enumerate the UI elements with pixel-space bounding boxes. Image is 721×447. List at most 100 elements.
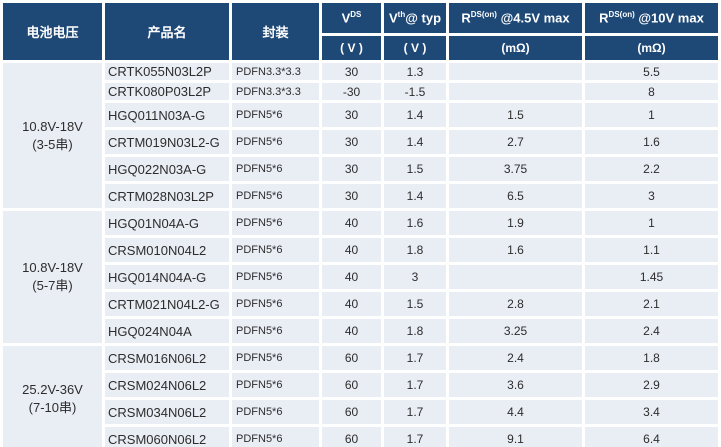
product-cell: CRTM028N03L2P	[105, 184, 229, 208]
table-row: HGQ022N03A-G PDFN5*6 30 1.5 3.75 2.2	[3, 157, 718, 181]
package-cell: PDFN5*6	[232, 346, 319, 370]
rds-4v5-cell: 2.7	[449, 130, 582, 154]
product-cell: HGQ014N04A-G	[105, 265, 229, 289]
header-vth-rest: @ typ	[405, 10, 442, 26]
rds-10v-cell: 6.4	[585, 427, 718, 447]
product-cell: CRSM060N06L2	[105, 427, 229, 447]
group-voltage-label: 10.8V-18V	[22, 260, 83, 276]
vds-cell: 40	[322, 319, 381, 343]
vds-cell: -30	[322, 83, 381, 100]
header-package: 封装	[232, 3, 319, 60]
package-cell: PDFN5*6	[232, 211, 319, 235]
rds-10v-cell: 1.45	[585, 265, 718, 289]
vds-cell: 30	[322, 103, 381, 127]
table-row: CRSM034N06L2 PDFN5*6 60 1.7 4.4 3.4	[3, 400, 718, 424]
table-header: 电池电压 产品名 封装 VDS Vth@ typ RDS(on) @4.5V m…	[3, 3, 718, 60]
package-cell: PDFN5*6	[232, 292, 319, 316]
group-series-label: (7-10串)	[28, 399, 77, 415]
header-vth-sub: th	[397, 10, 406, 20]
product-cell: CRTK055N03L2P	[105, 63, 229, 80]
vth-cell: 1.7	[384, 373, 446, 397]
table-row: 10.8V-18V (3-5串) CRTK055N03L2P PDFN3.3*3.3 3…	[3, 63, 718, 208]
vds-cell: 40	[322, 265, 381, 289]
group-voltage-label: 10.8V-18V	[22, 118, 83, 134]
rds-10v-cell: 5.5	[585, 63, 718, 80]
vds-cell: 30	[322, 157, 381, 181]
package-cell: PDFN5*6	[232, 157, 319, 181]
vds-cell: 30	[322, 63, 381, 80]
header-vth-base: V	[388, 10, 398, 26]
package-cell: PDFN5*6	[232, 427, 319, 447]
header-rds-10v-sub: DS(on)	[608, 10, 635, 20]
rds-4v5-cell: 2.8	[449, 292, 582, 316]
header-vds-sub: DS	[350, 10, 362, 20]
rds-10v-cell: 1.6	[585, 130, 718, 154]
product-cell: HGQ011N03A-G	[105, 103, 229, 127]
vth-cell: 1.7	[384, 427, 446, 447]
package-cell: PDFN5*6	[232, 400, 319, 424]
vth-cell: -1.5	[384, 83, 446, 100]
product-cell: CRSM016N06L2	[105, 346, 229, 370]
vth-cell: 1.7	[384, 400, 446, 424]
vth-cell: 1.6	[384, 211, 446, 235]
vth-cell: 1.4	[384, 103, 446, 127]
package-cell: PDFN3.3*3.3	[232, 83, 319, 100]
vds-cell: 60	[322, 427, 381, 447]
table-row: 10.8V-18V (5-7串) HGQ01N04A-G PDFN5*6 40 1.6 1.…	[3, 211, 718, 343]
package-cell: PDFN5*6	[232, 103, 319, 127]
rds-10v-cell: 2.1	[585, 292, 718, 316]
header-row-units: ( V ) ( V ) (mΩ) (mΩ)	[3, 36, 718, 60]
header-rds-10v: RDS(on) @10V max	[585, 3, 718, 33]
group-series-label: (3-5串)	[32, 136, 73, 152]
table-row: CRTM028N03L2P PDFN5*6 30 1.4 6.5 3	[3, 184, 718, 208]
rds-10v-cell: 3.4	[585, 400, 718, 424]
vth-cell: 1.3	[384, 63, 446, 80]
rds-10v-cell: 1	[585, 211, 718, 235]
package-cell: PDFN5*6	[232, 373, 319, 397]
rds-4v5-cell: 1.6	[449, 238, 582, 262]
rds-4v5-cell: 6.5	[449, 184, 582, 208]
product-cell: CRSM034N06L2	[105, 400, 229, 424]
vth-cell: 1.8	[384, 319, 446, 343]
rds-10v-cell: 1.8	[585, 346, 718, 370]
table-row: HGQ024N04A PDFN5*6 40 1.8 3.25 2.4	[3, 319, 718, 343]
vth-cell: 1.5	[384, 157, 446, 181]
rds-10v-cell: 3	[585, 184, 718, 208]
header-rds-4v5-sub: DS(on)	[470, 10, 497, 20]
vds-cell: 30	[322, 130, 381, 154]
header-vds-base: V	[341, 10, 351, 26]
product-cell: CRSM024N06L2	[105, 373, 229, 397]
vth-cell: 1.4	[384, 130, 446, 154]
rds-4v5-cell	[449, 83, 582, 100]
table-row: CRTM019N03L2-G PDFN5*6 30 1.4 2.7 1.6	[3, 130, 718, 154]
rds-10v-cell: 2.4	[585, 319, 718, 343]
vds-cell: 60	[322, 346, 381, 370]
rds-4v5-cell: 2.4	[449, 346, 582, 370]
vds-cell: 30	[322, 184, 381, 208]
package-cell: PDFN5*6	[232, 319, 319, 343]
battery-voltage-group-cell: 10.8V-18V (5-7串)	[3, 211, 102, 343]
header-row-top: 电池电压 产品名 封装 VDS Vth@ typ RDS(on) @4.5V m…	[3, 3, 718, 60]
rds-10v-cell: 8	[585, 83, 718, 100]
vth-cell: 1.8	[384, 238, 446, 262]
table-body: 10.8V-18V (3-5串) CRTK055N03L2P PDFN3.3*3.3 3…	[3, 63, 718, 447]
package-cell: PDFN5*6	[232, 265, 319, 289]
vth-cell: 1.4	[384, 184, 446, 208]
rds-4v5-cell: 3.25	[449, 319, 582, 343]
header-vds: VDS	[322, 3, 381, 33]
vth-cell: 1.7	[384, 346, 446, 370]
package-cell: PDFN3.3*3.3	[232, 63, 319, 80]
header-vds-unit: ( V )	[322, 36, 381, 60]
battery-voltage-group-cell: 25.2V-36V (7-10串)	[3, 346, 102, 447]
table-row: HGQ011N03A-G PDFN5*6 30 1.4 1.5 1	[3, 103, 718, 127]
header-rds-10v-rest: @10V max	[634, 10, 704, 26]
rds-10v-cell: 1.1	[585, 238, 718, 262]
rds-4v5-cell: 3.75	[449, 157, 582, 181]
header-rds-4v5-unit: (mΩ)	[449, 36, 582, 60]
header-rds-4v5-base: R	[461, 10, 471, 26]
product-cell: CRTK080P03L2P	[105, 83, 229, 100]
package-cell: PDFN5*6	[232, 130, 319, 154]
table-row: 25.2V-36V (7-10串) CRSM016N06L2 PDFN5*6 60 1.7…	[3, 346, 718, 447]
rds-4v5-cell	[449, 265, 582, 289]
